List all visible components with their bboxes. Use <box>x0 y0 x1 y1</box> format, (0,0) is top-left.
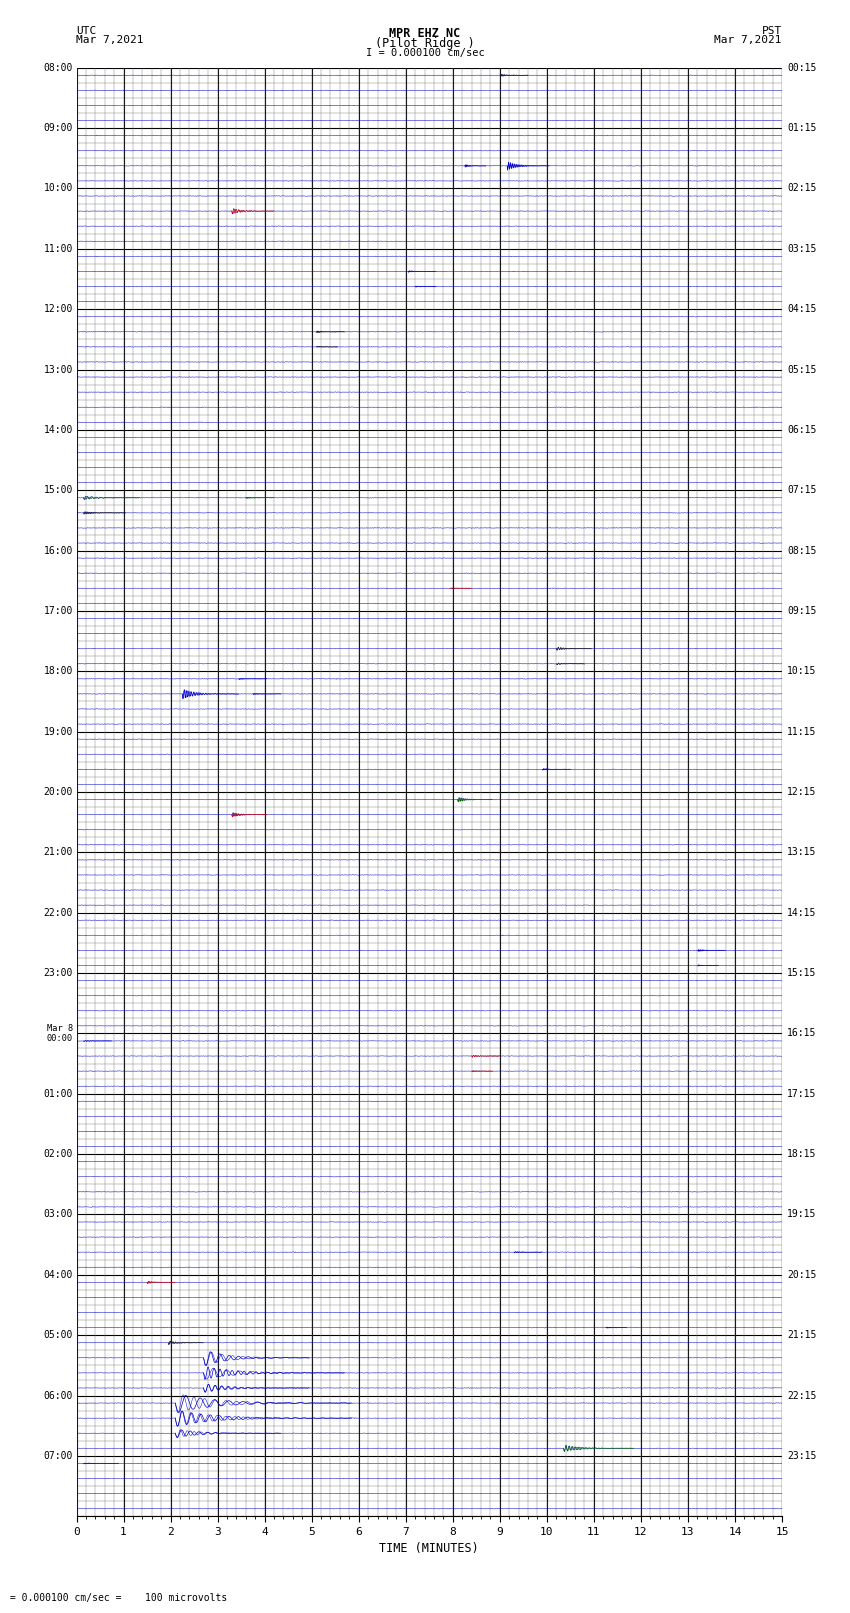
Text: 15:00: 15:00 <box>43 486 73 495</box>
Text: 00:15: 00:15 <box>787 63 817 73</box>
Text: 22:00: 22:00 <box>43 908 73 918</box>
Text: 19:15: 19:15 <box>787 1210 817 1219</box>
Text: 13:00: 13:00 <box>43 365 73 374</box>
Text: 07:00: 07:00 <box>43 1450 73 1461</box>
Text: 21:15: 21:15 <box>787 1331 817 1340</box>
Text: I = 0.000100 cm/sec: I = 0.000100 cm/sec <box>366 48 484 58</box>
Text: 22:15: 22:15 <box>787 1390 817 1400</box>
Text: 11:00: 11:00 <box>43 244 73 253</box>
Text: 12:00: 12:00 <box>43 305 73 315</box>
Text: 06:15: 06:15 <box>787 424 817 436</box>
Text: 04:15: 04:15 <box>787 305 817 315</box>
Text: 18:00: 18:00 <box>43 666 73 676</box>
Text: 10:00: 10:00 <box>43 184 73 194</box>
Text: 20:15: 20:15 <box>787 1269 817 1279</box>
Text: 19:00: 19:00 <box>43 726 73 737</box>
Text: PST: PST <box>762 26 782 35</box>
Text: 21:00: 21:00 <box>43 847 73 858</box>
Text: 13:15: 13:15 <box>787 847 817 858</box>
Text: 23:15: 23:15 <box>787 1450 817 1461</box>
Text: Mar 8: Mar 8 <box>47 1024 73 1032</box>
Text: 12:15: 12:15 <box>787 787 817 797</box>
Text: 17:00: 17:00 <box>43 606 73 616</box>
Text: 03:15: 03:15 <box>787 244 817 253</box>
Text: 17:15: 17:15 <box>787 1089 817 1098</box>
Text: MPR EHZ NC: MPR EHZ NC <box>389 27 461 40</box>
Text: 08:00: 08:00 <box>43 63 73 73</box>
Text: UTC: UTC <box>76 26 97 35</box>
Text: = 0.000100 cm/sec =    100 microvolts: = 0.000100 cm/sec = 100 microvolts <box>4 1594 228 1603</box>
Text: 14:00: 14:00 <box>43 424 73 436</box>
X-axis label: TIME (MINUTES): TIME (MINUTES) <box>379 1542 479 1555</box>
Text: 01:00: 01:00 <box>43 1089 73 1098</box>
Text: 04:00: 04:00 <box>43 1269 73 1279</box>
Text: 16:00: 16:00 <box>43 545 73 555</box>
Text: 11:15: 11:15 <box>787 726 817 737</box>
Text: 02:15: 02:15 <box>787 184 817 194</box>
Text: 18:15: 18:15 <box>787 1148 817 1160</box>
Text: 09:15: 09:15 <box>787 606 817 616</box>
Text: Mar 7,2021: Mar 7,2021 <box>715 35 782 45</box>
Text: 10:15: 10:15 <box>787 666 817 676</box>
Text: 01:15: 01:15 <box>787 123 817 134</box>
Text: 05:15: 05:15 <box>787 365 817 374</box>
Text: 23:00: 23:00 <box>43 968 73 977</box>
Text: 14:15: 14:15 <box>787 908 817 918</box>
Text: 15:15: 15:15 <box>787 968 817 977</box>
Text: Mar 7,2021: Mar 7,2021 <box>76 35 144 45</box>
Text: 16:15: 16:15 <box>787 1029 817 1039</box>
Text: 09:00: 09:00 <box>43 123 73 134</box>
Text: 03:00: 03:00 <box>43 1210 73 1219</box>
Text: 05:00: 05:00 <box>43 1331 73 1340</box>
Text: 08:15: 08:15 <box>787 545 817 555</box>
Text: 07:15: 07:15 <box>787 486 817 495</box>
Text: 06:00: 06:00 <box>43 1390 73 1400</box>
Text: 02:00: 02:00 <box>43 1148 73 1160</box>
Text: 20:00: 20:00 <box>43 787 73 797</box>
Text: 00:00: 00:00 <box>47 1034 73 1042</box>
Text: (Pilot Ridge ): (Pilot Ridge ) <box>375 37 475 50</box>
